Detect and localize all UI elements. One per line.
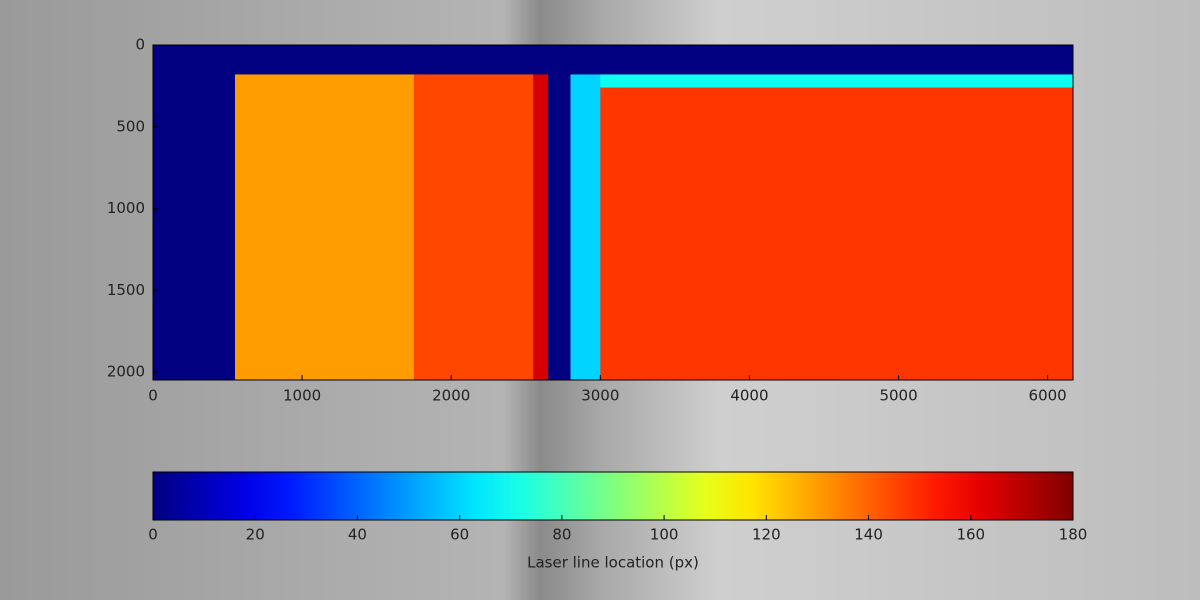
heatmap-cell: [600, 74, 1074, 89]
heatmap-cell: [235, 74, 415, 89]
colorbar-tick-label: 20: [246, 526, 265, 544]
heatmap: [153, 45, 1074, 381]
heatmap-cell: [533, 87, 549, 381]
x-tick-label: 1000: [283, 387, 321, 405]
colorbar-tick-label: 180: [1059, 526, 1088, 544]
heatmap-cell: [600, 87, 1074, 381]
heatmap-cell: [548, 45, 572, 75]
heatmap-cell: [533, 74, 549, 89]
heatmap-cell: [153, 87, 236, 381]
heatmap-cell: [570, 87, 601, 381]
heatmap-cell: [533, 45, 549, 75]
x-tick-label: 0: [148, 387, 158, 405]
y-tick-label: 1000: [107, 199, 145, 217]
y-tick-label: 2000: [107, 363, 145, 381]
colorbar-tick-label: 80: [552, 526, 571, 544]
colorbar-tick-label: 140: [854, 526, 883, 544]
heatmap-cell: [235, 45, 415, 75]
colorbar-tick-label: 60: [450, 526, 469, 544]
colorbar-tick-label: 0: [148, 526, 158, 544]
heatmap-cell: [548, 87, 572, 381]
heatmap-cell: [570, 45, 601, 75]
heatmap-cell: [413, 74, 534, 89]
x-tick-label: 3000: [581, 387, 619, 405]
heatmap-cell: [413, 45, 534, 75]
heatmap-cell: [235, 87, 415, 381]
x-tick-label: 5000: [879, 387, 917, 405]
colorbar-tick-label: 120: [752, 526, 781, 544]
heatmap-cell: [153, 74, 236, 89]
y-tick-label: 0: [135, 36, 145, 54]
heatmap-cell: [413, 87, 534, 381]
colorbar-tick-label: 160: [956, 526, 985, 544]
heatmap-cell: [570, 74, 601, 89]
y-tick-label: 1500: [107, 281, 145, 299]
heatmap-cell: [153, 45, 236, 75]
y-tick-label: 500: [116, 117, 145, 135]
colorbar-tick-label: 100: [650, 526, 679, 544]
heatmap-cell: [600, 45, 1074, 75]
x-tick-label: 2000: [432, 387, 470, 405]
x-tick-label: 6000: [1029, 387, 1067, 405]
colorbar-label: Laser line location (px): [527, 554, 699, 572]
plot-frame: [152, 44, 1074, 381]
x-tick-label: 4000: [730, 387, 768, 405]
heatmap-cell: [548, 74, 572, 89]
colorbar-tick-label: 40: [348, 526, 367, 544]
colorbar: [152, 471, 1074, 521]
